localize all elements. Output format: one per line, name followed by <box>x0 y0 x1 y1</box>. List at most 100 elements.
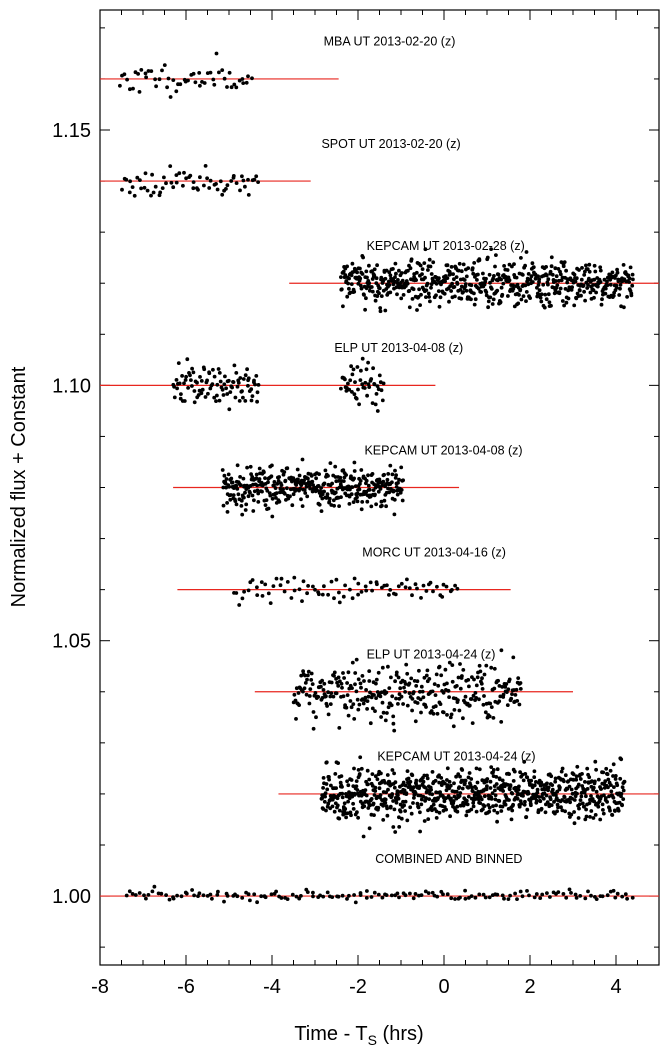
data-point <box>336 684 341 688</box>
data-point <box>374 677 379 682</box>
data-point <box>455 586 460 591</box>
data-point <box>469 697 474 701</box>
data-point <box>584 807 588 812</box>
data-point <box>191 370 196 375</box>
data-point <box>481 702 486 707</box>
data-point <box>401 780 406 785</box>
x-tick-label: -8 <box>91 976 109 998</box>
data-point <box>390 694 395 699</box>
data-point <box>352 392 357 397</box>
data-point <box>398 809 403 814</box>
data-point <box>535 285 539 290</box>
data-point <box>295 467 300 472</box>
data-point <box>466 266 471 270</box>
data-point <box>621 797 626 801</box>
data-point <box>327 775 331 779</box>
data-point <box>397 692 402 696</box>
data-point <box>532 775 537 780</box>
data-point <box>190 888 195 892</box>
data-point <box>195 380 199 385</box>
data-point <box>466 678 471 682</box>
data-point <box>501 692 506 697</box>
data-point <box>366 806 371 810</box>
data-point <box>191 186 196 191</box>
data-point <box>463 694 468 699</box>
data-point <box>355 270 359 275</box>
data-point <box>397 895 401 900</box>
data-point <box>292 692 297 697</box>
data-point <box>215 893 220 897</box>
data-point <box>229 493 233 497</box>
data-point <box>162 63 167 67</box>
data-point <box>577 288 582 293</box>
data-point <box>485 784 489 789</box>
data-point <box>325 704 329 708</box>
data-point <box>268 601 273 605</box>
data-point <box>333 490 338 495</box>
data-point <box>245 465 250 470</box>
data-point <box>356 281 361 286</box>
data-point <box>130 185 135 190</box>
data-point <box>557 278 561 283</box>
data-point <box>461 290 465 294</box>
data-point <box>239 483 243 487</box>
data-point <box>377 291 381 296</box>
data-point <box>492 808 497 813</box>
data-point <box>526 791 531 796</box>
data-point <box>220 387 225 392</box>
data-point <box>250 76 254 81</box>
data-point <box>505 703 510 707</box>
data-point <box>169 180 174 185</box>
data-point <box>434 816 439 820</box>
data-point <box>437 276 441 281</box>
data-point <box>578 894 583 898</box>
data-point <box>366 694 371 699</box>
data-point <box>290 503 295 508</box>
data-point <box>467 684 471 689</box>
data-point <box>159 891 164 896</box>
data-point <box>413 892 418 896</box>
data-point <box>471 804 476 809</box>
data-point <box>435 894 440 899</box>
data-point <box>214 182 218 186</box>
data-point <box>279 576 284 581</box>
data-point <box>330 895 335 899</box>
data-point <box>364 588 369 593</box>
data-point <box>549 264 554 269</box>
data-point <box>376 489 381 494</box>
data-point <box>385 583 389 588</box>
data-point <box>537 277 542 282</box>
data-point <box>396 702 400 706</box>
data-point <box>263 895 268 900</box>
data-point <box>340 685 344 690</box>
data-point <box>436 796 440 800</box>
data-point <box>576 782 581 787</box>
series-label: KEPCAM UT 2013-04-08 (z) <box>364 443 522 457</box>
data-point <box>487 895 492 900</box>
data-point <box>300 457 305 462</box>
data-point <box>334 691 339 696</box>
data-point <box>306 669 311 674</box>
data-point <box>367 288 372 293</box>
data-point <box>225 501 230 505</box>
data-point <box>184 374 189 379</box>
data-point <box>379 715 383 719</box>
data-point <box>118 83 122 88</box>
data-point <box>341 479 346 483</box>
data-point <box>196 393 201 397</box>
data-point <box>617 293 622 297</box>
data-point <box>343 807 348 811</box>
data-point <box>322 799 327 804</box>
data-point <box>421 695 426 700</box>
data-point <box>396 793 400 798</box>
data-point <box>364 688 368 692</box>
data-point <box>519 256 523 260</box>
data-point <box>307 701 312 706</box>
data-point <box>361 834 366 839</box>
data-point <box>256 491 261 496</box>
data-point <box>346 670 351 675</box>
data-point <box>393 476 398 480</box>
data-point <box>221 503 226 508</box>
data-point <box>562 779 566 784</box>
data-point <box>246 383 250 388</box>
